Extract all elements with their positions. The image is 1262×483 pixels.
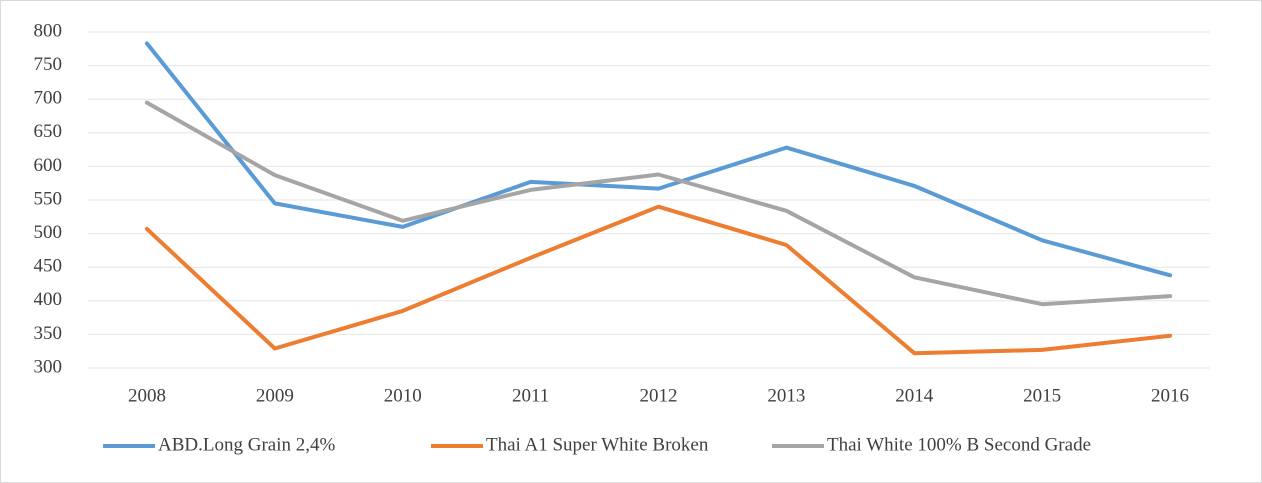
y-tick-label: 350 bbox=[34, 323, 63, 344]
y-tick-label: 450 bbox=[34, 256, 63, 277]
x-tick-label: 2010 bbox=[384, 385, 422, 406]
y-tick-label: 550 bbox=[34, 188, 63, 209]
y-tick-label: 750 bbox=[34, 54, 63, 75]
y-tick-label: 800 bbox=[34, 20, 63, 41]
x-tick-label: 2009 bbox=[256, 385, 294, 406]
legend-label: Thai A1 Super White Broken bbox=[486, 434, 709, 455]
y-tick-label: 500 bbox=[34, 222, 63, 243]
series-line bbox=[144, 41, 1173, 278]
series-line bbox=[144, 100, 1173, 307]
y-tick-label: 400 bbox=[34, 289, 63, 310]
legend-label: ABD.Long Grain 2,4% bbox=[158, 434, 335, 455]
x-tick-label: 2013 bbox=[767, 385, 805, 406]
series-line bbox=[144, 204, 1173, 356]
y-tick-label: 600 bbox=[34, 155, 63, 176]
y-tick-label: 700 bbox=[34, 88, 63, 109]
x-tick-label: 2012 bbox=[640, 385, 678, 406]
x-tick-label: 2015 bbox=[1023, 385, 1061, 406]
x-tick-label: 2016 bbox=[1151, 385, 1189, 406]
x-tick-label: 2008 bbox=[128, 385, 166, 406]
x-tick-label: 2014 bbox=[895, 385, 934, 406]
y-tick-label: 300 bbox=[34, 356, 63, 377]
legend-label: Thai White 100% B Second Grade bbox=[827, 434, 1091, 455]
x-tick-label: 2011 bbox=[512, 385, 549, 406]
y-tick-label: 650 bbox=[34, 121, 63, 142]
